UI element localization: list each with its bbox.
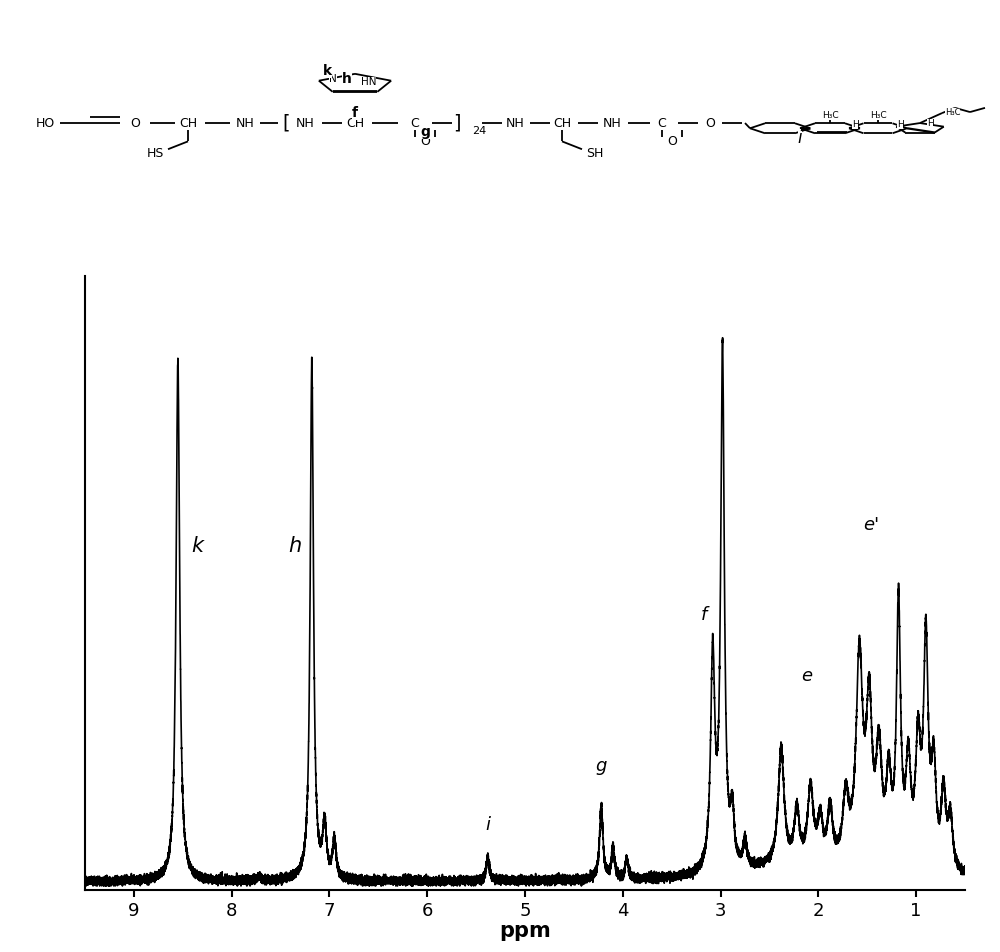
Text: g: g [420, 126, 430, 139]
Text: HO: HO [36, 116, 55, 129]
Text: NH: NH [603, 116, 621, 129]
Text: HS: HS [146, 148, 164, 161]
Text: h: h [289, 537, 302, 557]
Text: CH: CH [179, 116, 197, 129]
Text: NH: NH [506, 116, 524, 129]
Text: f: f [701, 605, 707, 624]
Text: H₃C: H₃C [822, 111, 838, 120]
Text: ]: ] [453, 113, 460, 132]
Text: i: i [798, 129, 802, 148]
Text: h: h [342, 72, 352, 87]
Text: H: H [897, 120, 903, 129]
Text: H₃C: H₃C [870, 111, 886, 120]
Text: C: C [658, 116, 666, 129]
Text: HN: HN [361, 77, 376, 87]
Text: H: H [927, 119, 933, 129]
Text: [: [ [282, 113, 290, 132]
Text: H₃C: H₃C [945, 108, 960, 116]
Text: k: k [191, 537, 204, 557]
Text: f: f [352, 106, 358, 120]
Text: g: g [596, 757, 607, 775]
Text: CH: CH [553, 116, 571, 129]
Text: C: C [411, 116, 419, 129]
Text: O: O [667, 135, 677, 149]
Text: H: H [852, 120, 858, 129]
Text: k: k [322, 64, 332, 78]
Text: 24: 24 [472, 127, 486, 136]
Text: SH: SH [586, 148, 604, 161]
Text: e: e [801, 667, 812, 685]
Text: O: O [705, 116, 715, 129]
Text: O: O [130, 116, 140, 129]
Text: N: N [329, 74, 337, 85]
Text: NH: NH [236, 116, 254, 129]
X-axis label: ppm: ppm [499, 922, 551, 942]
Text: e': e' [863, 516, 879, 534]
Text: NH: NH [296, 116, 314, 129]
Text: i: i [485, 816, 490, 834]
Text: O: O [420, 135, 430, 149]
Text: CH: CH [346, 116, 364, 129]
